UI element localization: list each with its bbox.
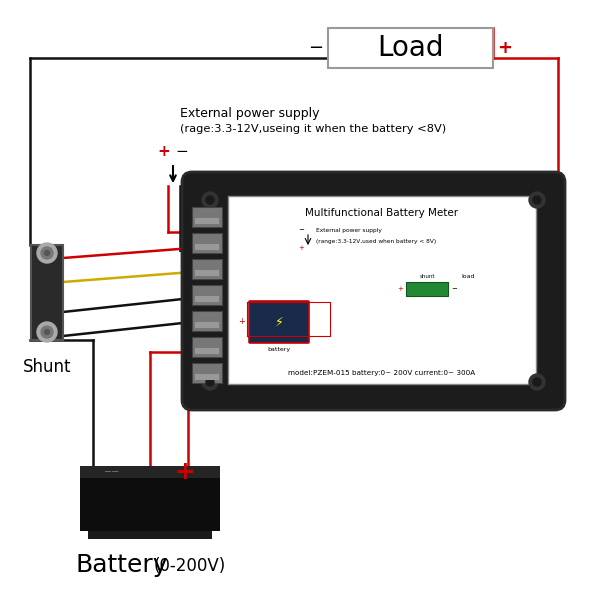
Bar (80, 466, 220, 531)
Circle shape (206, 196, 214, 204)
Circle shape (37, 322, 57, 342)
Text: Shunt: Shunt (23, 358, 71, 376)
Bar (195, 270, 219, 276)
Text: +: + (397, 286, 403, 292)
Bar (192, 259, 222, 279)
Text: shunt: shunt (419, 274, 435, 278)
Circle shape (529, 374, 545, 390)
Text: +: + (298, 245, 304, 251)
Text: +: + (158, 145, 170, 160)
Text: −: − (451, 286, 457, 292)
Bar (88, 531, 212, 539)
Text: −−: −− (104, 467, 120, 477)
Text: Multifunctional Battery Meter: Multifunctional Battery Meter (305, 208, 458, 218)
Text: +: + (497, 39, 512, 57)
Text: Battery: Battery (76, 553, 168, 577)
Circle shape (206, 378, 214, 386)
Bar (192, 363, 222, 383)
Bar (80, 466, 220, 478)
Text: −: − (298, 227, 304, 233)
Bar (228, 196, 536, 384)
Bar (192, 233, 222, 253)
Bar (195, 374, 219, 380)
Bar (192, 311, 222, 331)
Bar (31, 245, 63, 340)
Text: Load: Load (377, 34, 444, 62)
Circle shape (202, 192, 218, 208)
Circle shape (533, 378, 541, 386)
Bar (192, 337, 222, 357)
Text: External power supply: External power supply (180, 107, 320, 119)
Text: +: + (239, 317, 245, 326)
Text: (0-200V): (0-200V) (154, 557, 226, 575)
Bar (195, 348, 219, 354)
Bar (195, 296, 219, 302)
Bar (192, 207, 222, 227)
Text: model:PZEM-015 battery:0~ 200V current:0~ 300A: model:PZEM-015 battery:0~ 200V current:0… (289, 370, 476, 376)
Circle shape (533, 196, 541, 204)
Bar (195, 322, 219, 328)
Circle shape (37, 243, 57, 263)
Circle shape (44, 251, 49, 256)
Bar (192, 285, 222, 305)
Circle shape (41, 247, 53, 259)
Text: +: + (175, 460, 196, 484)
Bar (195, 244, 219, 250)
Circle shape (529, 192, 545, 208)
Bar (328, 28, 493, 68)
Text: ⚡: ⚡ (275, 316, 283, 329)
Text: −: − (176, 145, 188, 160)
Text: (range:3.3-12V,used when battery < 8V): (range:3.3-12V,used when battery < 8V) (316, 239, 436, 244)
Bar (406, 282, 448, 296)
Text: (rage:3.3-12V,useing it when the battery <8V): (rage:3.3-12V,useing it when the battery… (180, 124, 446, 134)
Circle shape (41, 326, 53, 338)
FancyBboxPatch shape (182, 172, 565, 410)
Text: External power supply: External power supply (316, 228, 382, 233)
Text: battery: battery (268, 347, 290, 352)
Text: load: load (461, 274, 475, 278)
Circle shape (44, 329, 49, 335)
Circle shape (202, 374, 218, 390)
Bar (195, 218, 219, 224)
Text: −: − (308, 39, 323, 57)
FancyBboxPatch shape (249, 301, 309, 343)
